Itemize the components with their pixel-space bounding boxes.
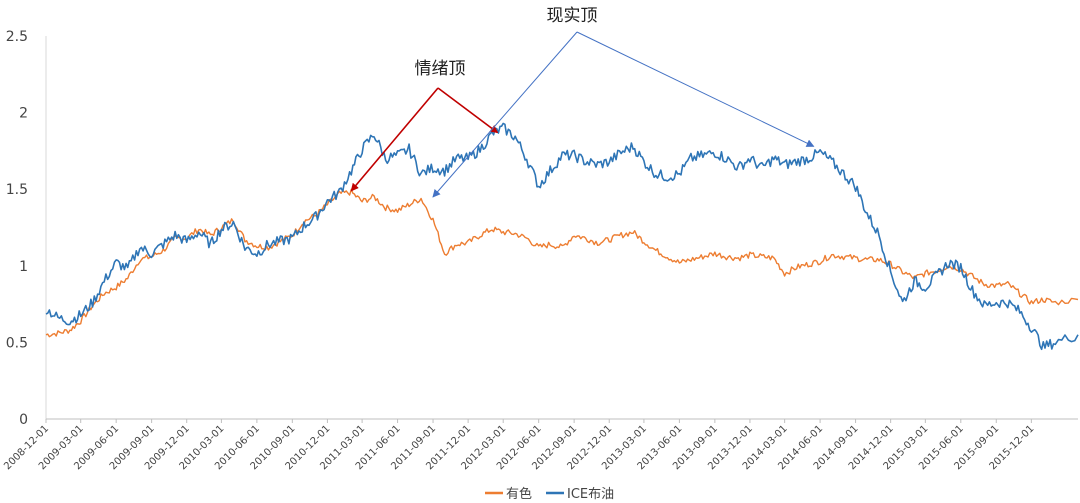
y-tick-label: 2.5 [6,29,28,45]
y-tick-label: 0 [19,412,28,428]
annotation-reality-top: 现实顶 [547,6,598,26]
annotation-arrow [437,87,499,134]
legend-label: 有色 [506,486,532,502]
y-tick-labels: 0 0.5 1 1.5 2 2.5 [6,29,28,428]
legend-label: ICE布油 [567,487,614,502]
y-tick-label: 1.5 [6,182,28,198]
annotation-arrow [576,31,815,147]
y-tick-label: 2 [19,106,28,122]
y-tick-label: 1 [19,259,28,275]
annotation-arrow [350,87,439,192]
annotations: 情绪顶 现实顶 [350,6,815,198]
series-line-ice-brent [45,122,1079,351]
y-tick-label: 0.5 [6,335,28,351]
x-tick-labels: 2008-12-012009-03-012009-06-012009-09-01… [2,419,1036,472]
annotation-arrow [432,31,578,198]
annotation-sentiment-top: 情绪顶 [415,59,466,79]
series-line-nonferrous [45,188,1079,338]
legend: 有色 ICE布油 [485,486,614,502]
series-lines [45,122,1079,351]
